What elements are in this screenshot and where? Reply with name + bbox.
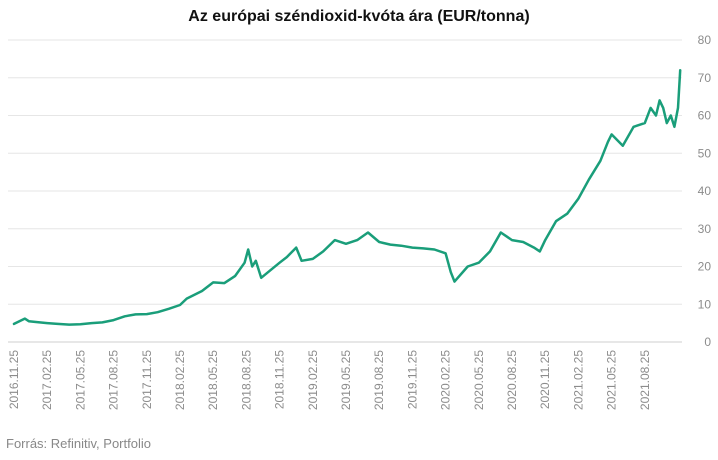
x-tick-label: 2017.08.25 (107, 350, 121, 410)
y-tick-label: 20 (698, 260, 712, 274)
x-tick-label: 2020.11.25 (538, 350, 552, 409)
y-tick-label: 0 (704, 335, 711, 349)
y-tick-label: 60 (698, 109, 712, 123)
x-tick-label: 2020.05.25 (472, 350, 486, 410)
y-tick-label: 30 (698, 222, 712, 236)
chart-title: Az európai széndioxid-kvóta ára (EUR/ton… (188, 8, 530, 25)
x-tick-label: 2017.11.25 (140, 350, 154, 409)
x-tick-label: 2016.11.25 (7, 350, 21, 409)
x-tick-label: 2018.05.25 (206, 350, 220, 410)
x-tick-label: 2020.08.25 (505, 350, 519, 410)
x-tick-label: 2019.08.25 (372, 350, 386, 410)
x-tick-label: 2019.02.25 (306, 350, 320, 410)
x-tick-label: 2017.02.25 (40, 350, 54, 410)
x-tick-label: 2017.05.25 (73, 350, 87, 410)
source-note: Forrás: Refinitiv, Portfolio (6, 436, 151, 451)
x-tick-label: 2018.02.25 (173, 350, 187, 410)
x-tick-label: 2021.05.25 (605, 350, 619, 410)
x-tick-label: 2018.11.25 (273, 350, 287, 409)
y-tick-label: 70 (698, 71, 712, 85)
series-line (12, 68, 682, 326)
x-tick-label: 2019.05.25 (339, 350, 353, 410)
x-axis: 2016.11.25 2017.02.25 2017.05.25 2017.08.25… (7, 350, 652, 410)
y-tick-label: 10 (698, 297, 712, 311)
x-tick-label: 2021.08.25 (638, 350, 652, 410)
y-axis: 0 10 20 30 40 50 60 70 80 (698, 33, 712, 349)
gridlines (8, 39, 682, 343)
y-tick-label: 50 (698, 146, 712, 160)
y-tick-label: 40 (698, 184, 712, 198)
y-tick-label: 80 (698, 33, 712, 47)
x-tick-label: 2020.02.25 (439, 350, 453, 410)
x-tick-label: 2018.08.25 (239, 350, 253, 410)
x-tick-label: 2019.11.25 (405, 350, 419, 409)
x-tick-label: 2021.02.25 (571, 350, 585, 410)
series-group (12, 68, 682, 326)
